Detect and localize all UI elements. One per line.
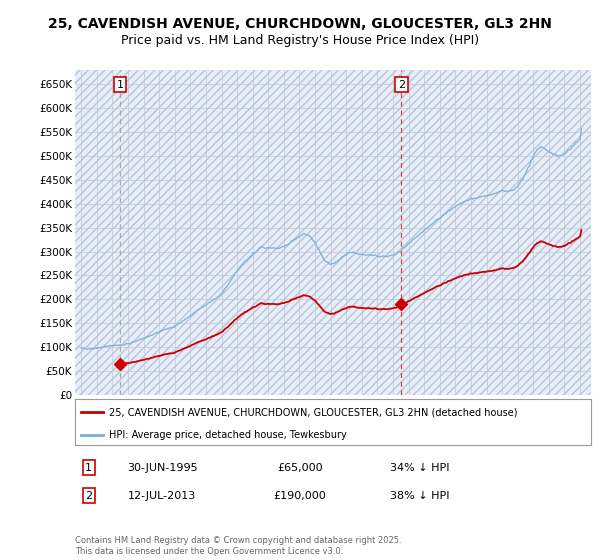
- Text: 2: 2: [398, 80, 405, 90]
- Text: 25, CAVENDISH AVENUE, CHURCHDOWN, GLOUCESTER, GL3 2HN: 25, CAVENDISH AVENUE, CHURCHDOWN, GLOUCE…: [48, 16, 552, 30]
- Text: 12-JUL-2013: 12-JUL-2013: [128, 491, 196, 501]
- Text: 38% ↓ HPI: 38% ↓ HPI: [390, 491, 450, 501]
- Text: £190,000: £190,000: [274, 491, 326, 501]
- Text: Contains HM Land Registry data © Crown copyright and database right 2025.
This d: Contains HM Land Registry data © Crown c…: [75, 536, 401, 556]
- Text: 30-JUN-1995: 30-JUN-1995: [127, 463, 197, 473]
- Text: 34% ↓ HPI: 34% ↓ HPI: [390, 463, 450, 473]
- Text: 1: 1: [116, 80, 124, 90]
- Text: HPI: Average price, detached house, Tewkesbury: HPI: Average price, detached house, Tewk…: [109, 430, 346, 440]
- Text: £65,000: £65,000: [277, 463, 323, 473]
- Text: 1: 1: [85, 463, 92, 473]
- Text: 2: 2: [85, 491, 92, 501]
- Text: 25, CAVENDISH AVENUE, CHURCHDOWN, GLOUCESTER, GL3 2HN (detached house): 25, CAVENDISH AVENUE, CHURCHDOWN, GLOUCE…: [109, 407, 517, 417]
- Text: Price paid vs. HM Land Registry's House Price Index (HPI): Price paid vs. HM Land Registry's House …: [121, 34, 479, 47]
